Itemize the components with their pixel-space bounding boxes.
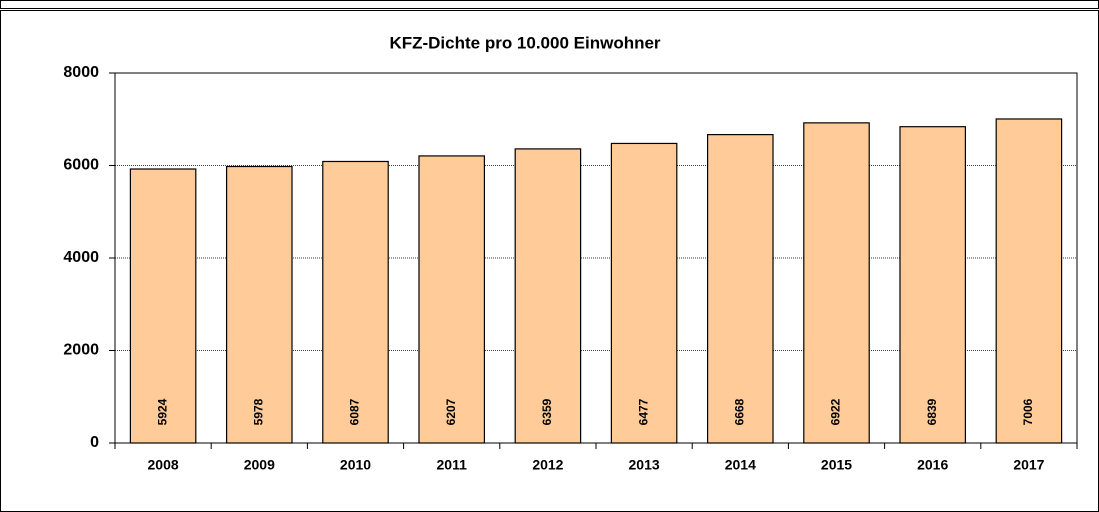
- data-label: 5924: [155, 398, 169, 425]
- data-label: 6839: [925, 398, 939, 425]
- x-tick-label: 2014: [725, 457, 756, 473]
- top-frame: [0, 0, 1099, 9]
- data-label: 6922: [829, 398, 843, 425]
- data-label: 5978: [251, 398, 265, 425]
- y-tick-label: 0: [90, 434, 99, 451]
- chart-title: KFZ-Dichte pro 10.000 Einwohner: [389, 33, 660, 52]
- bar: [129, 168, 197, 444]
- bar: [418, 155, 486, 444]
- y-tick-label: 2000: [63, 342, 99, 359]
- y-tick-label: 4000: [63, 249, 99, 266]
- bar: [706, 134, 774, 444]
- x-tick-label: 2012: [532, 457, 563, 473]
- data-label: 6477: [636, 398, 650, 425]
- data-label: 7006: [1021, 398, 1035, 425]
- x-tick-label: 2013: [629, 457, 660, 473]
- bar: [899, 126, 967, 444]
- x-tick-label: 2015: [821, 457, 852, 473]
- bar: [322, 160, 389, 444]
- data-label: 6207: [444, 398, 458, 425]
- data-label: 6359: [540, 398, 554, 425]
- y-tick-label: 6000: [63, 157, 99, 174]
- y-tick-label: 8000: [63, 64, 99, 81]
- bar: [995, 118, 1063, 444]
- x-tick-label: 2008: [148, 457, 179, 473]
- bar: [803, 122, 870, 444]
- bar: [514, 148, 582, 444]
- x-tick-label: 2011: [437, 457, 468, 473]
- data-label: 6668: [732, 398, 746, 425]
- x-tick-label: 2010: [340, 457, 371, 473]
- bar: [610, 142, 678, 444]
- x-tick-label: 2017: [1013, 457, 1044, 473]
- bar: [225, 165, 293, 444]
- x-tick-label: 2016: [917, 457, 948, 473]
- data-label: 6087: [348, 398, 362, 425]
- x-tick-label: 2009: [244, 457, 275, 473]
